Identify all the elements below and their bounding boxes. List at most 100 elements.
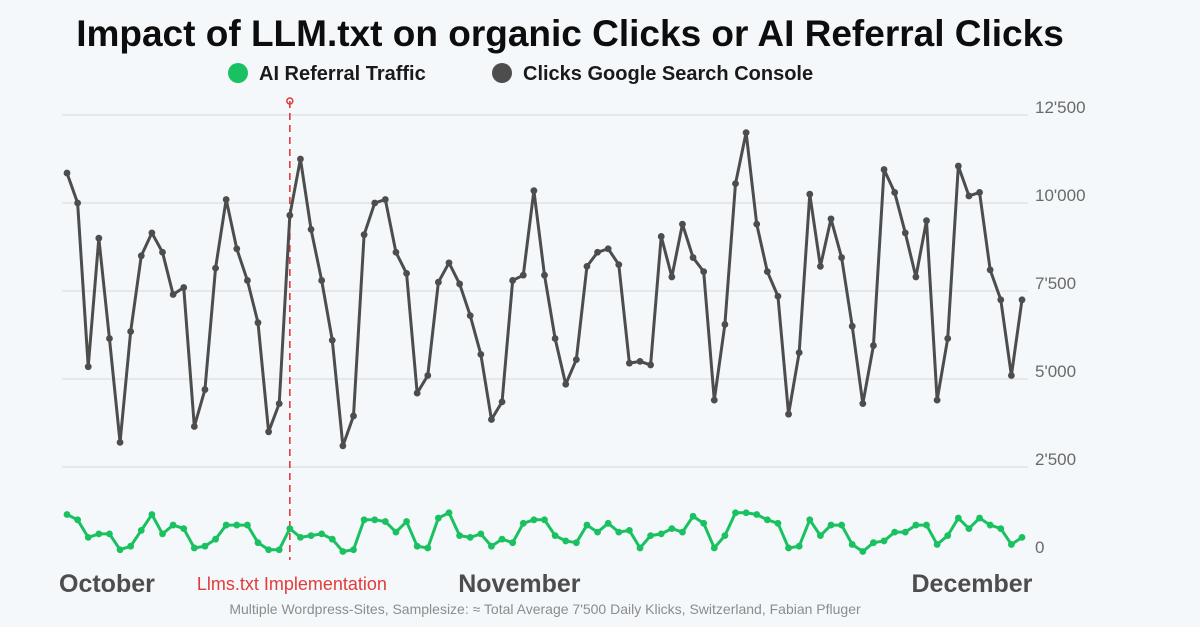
data-point (541, 271, 548, 279)
data-point (159, 248, 166, 256)
data-point (742, 509, 750, 517)
data-point (339, 548, 347, 555)
data-point (360, 516, 368, 524)
data-point (477, 350, 485, 358)
data-point (318, 277, 326, 284)
series-0 (63, 509, 1026, 555)
data-point (923, 217, 930, 225)
data-point (880, 166, 888, 173)
data-point (954, 514, 962, 522)
data-point (891, 528, 899, 536)
legend-label-ai-referral: AI Referral Traffic (259, 63, 426, 85)
data-point (689, 254, 697, 261)
data-point (827, 521, 835, 529)
data-point (424, 544, 432, 552)
data-point (350, 412, 357, 420)
data-point (466, 534, 474, 541)
data-point (371, 199, 379, 207)
x-axis-month-labels: October November December (59, 570, 1033, 598)
data-point (63, 511, 71, 518)
data-point (180, 525, 188, 532)
data-point (95, 530, 103, 538)
data-point (381, 518, 389, 525)
data-point (328, 336, 336, 344)
y-tick-label: 0 (1035, 538, 1044, 557)
data-point (965, 525, 973, 532)
data-point (519, 271, 527, 279)
data-point (880, 537, 888, 545)
data-point (710, 396, 718, 404)
data-point (806, 190, 814, 198)
data-point (785, 410, 792, 418)
data-point (212, 264, 219, 272)
chart-title: Impact of LLM.txt on organic Clicks or A… (76, 13, 1064, 54)
data-point (169, 521, 177, 529)
data-point (488, 542, 495, 550)
implementation-annotation: Llms.txt Implementation (197, 97, 387, 594)
data-point (657, 530, 665, 538)
data-point (816, 262, 824, 270)
data-point (976, 514, 983, 522)
data-point (116, 546, 124, 554)
data-point (541, 516, 548, 524)
data-point (201, 386, 209, 393)
data-point (127, 328, 135, 335)
data-point (795, 542, 803, 550)
data-point (1007, 372, 1015, 379)
data-point (456, 280, 464, 288)
data-point (647, 361, 655, 369)
y-tick-label: 5'000 (1035, 362, 1076, 381)
x-month-label: October (59, 570, 155, 598)
data-point (530, 516, 538, 524)
data-point (753, 511, 761, 518)
data-point (445, 259, 453, 267)
data-point (636, 544, 644, 552)
data-point (806, 516, 814, 524)
data-point (891, 189, 899, 196)
data-point (689, 512, 697, 520)
data-point (106, 335, 113, 342)
data-point (615, 528, 623, 536)
data-point (318, 530, 326, 538)
legend-marker-ai-referral (228, 63, 248, 83)
data-point (763, 268, 771, 276)
data-point (307, 226, 315, 233)
data-point (700, 268, 708, 276)
data-point (986, 521, 994, 529)
data-point (562, 537, 570, 545)
data-point (477, 530, 485, 538)
data-point (84, 534, 92, 541)
data-point (721, 532, 729, 540)
data-point (169, 291, 177, 298)
data-point (625, 359, 633, 367)
series-line (65, 131, 1024, 448)
data-point (265, 546, 273, 554)
data-point (625, 526, 633, 534)
data-point (816, 532, 824, 540)
data-point (944, 532, 952, 540)
data-point (583, 521, 591, 529)
series-1 (63, 129, 1026, 450)
data-point (997, 296, 1005, 304)
data-point (116, 438, 124, 446)
data-point (679, 528, 686, 536)
data-point (275, 400, 283, 408)
data-point (106, 530, 113, 538)
data-point (604, 245, 612, 253)
data-point (339, 442, 347, 450)
data-point (498, 535, 506, 543)
data-point (859, 548, 867, 555)
data-point (360, 231, 368, 239)
data-point (636, 358, 644, 365)
data-point (986, 266, 994, 274)
legend: AI Referral Traffic Clicks Google Search… (228, 63, 813, 85)
data-point (668, 273, 676, 281)
data-point (838, 521, 846, 529)
data-point (785, 544, 792, 552)
data-point (838, 254, 846, 261)
data-point (912, 273, 920, 281)
y-tick-label: 7'500 (1035, 274, 1076, 293)
data-point (445, 509, 453, 517)
data-point (286, 525, 294, 532)
y-tick-label: 2'500 (1035, 450, 1076, 469)
